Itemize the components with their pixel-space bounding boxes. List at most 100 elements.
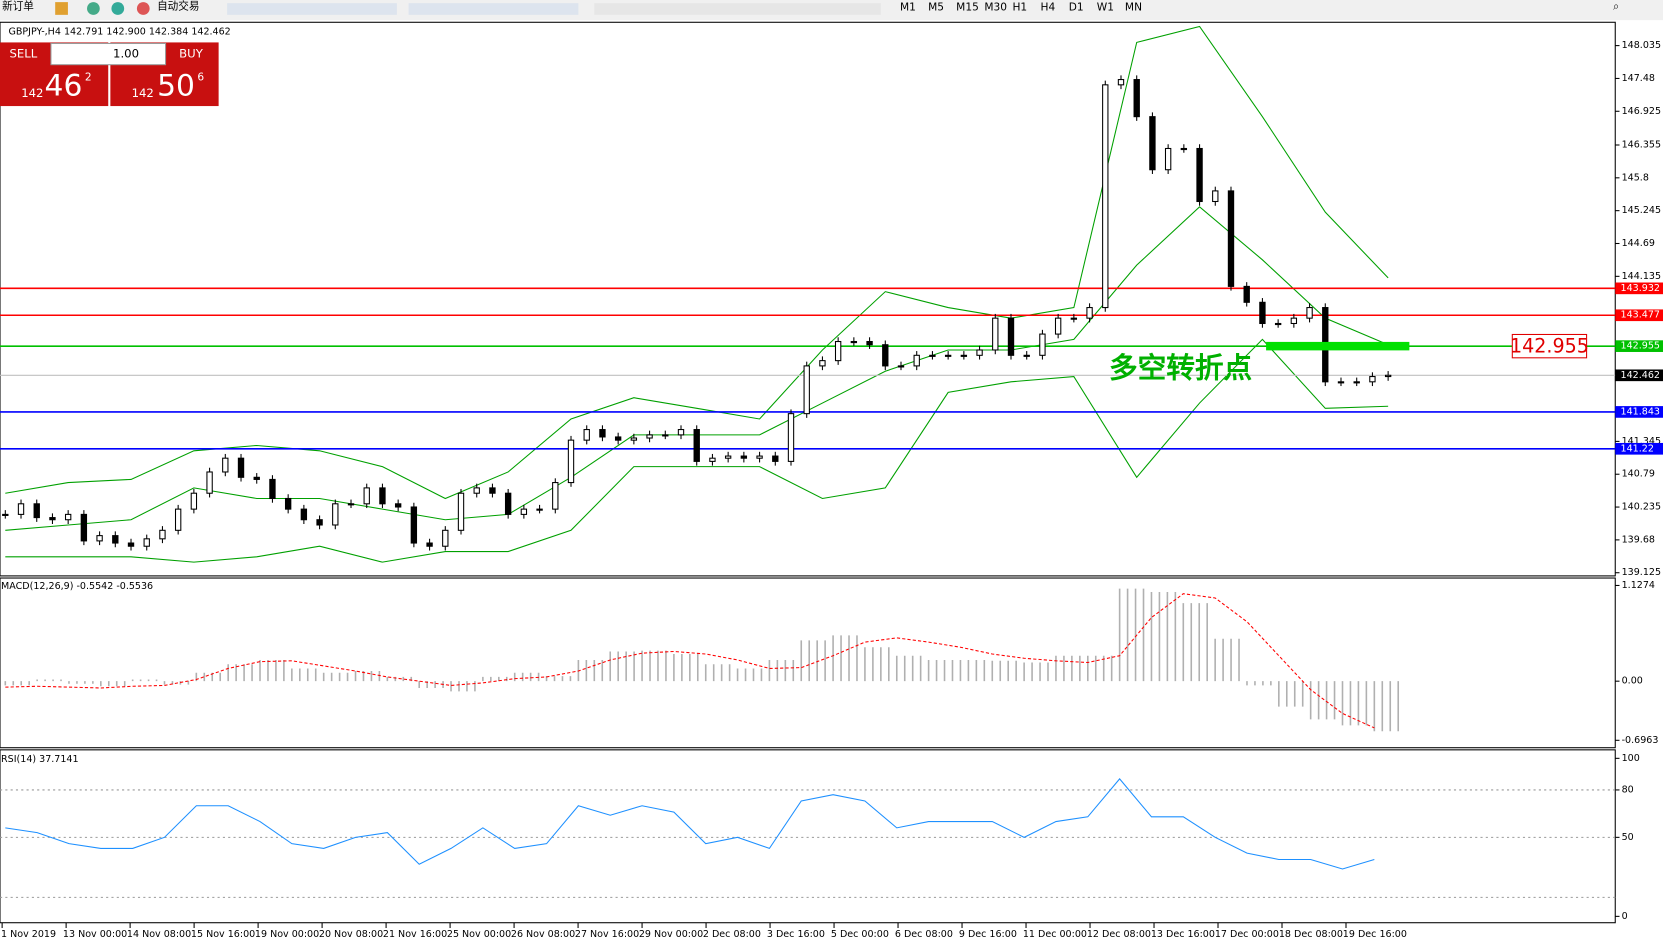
- search-icon[interactable]: ⌕: [1613, 0, 1619, 12]
- time-label: 26 Nov 08:00: [511, 929, 575, 940]
- candle: [1164, 147, 1172, 171]
- level-label-box: [1615, 309, 1663, 322]
- time-label: 2 Dec 08:00: [703, 929, 761, 940]
- candle: [1102, 84, 1109, 309]
- sell-button[interactable]: SELL: [9, 47, 37, 61]
- candle: [143, 538, 150, 547]
- y-tick-label: 148.035: [1622, 40, 1661, 51]
- icon[interactable]: [55, 2, 68, 15]
- timeframe[interactable]: MN: [1125, 1, 1142, 13]
- candle: [677, 429, 685, 436]
- candle: [614, 436, 622, 441]
- timeframe[interactable]: H1: [1012, 1, 1027, 13]
- timeframe[interactable]: W1: [1097, 1, 1114, 13]
- candle: [1054, 317, 1062, 335]
- time-label: 21 Nov 16:00: [383, 929, 447, 940]
- candle: [1039, 333, 1046, 356]
- y-tick-label: 140.79: [1622, 469, 1655, 480]
- auto-trading[interactable]: 自动交易: [157, 0, 199, 12]
- level-label-box: [1615, 442, 1663, 455]
- candle: [1306, 307, 1313, 319]
- time-label: 15 Nov 16:00: [191, 929, 255, 940]
- sell-big: 46: [45, 68, 83, 103]
- y-tick-label: 0: [1622, 911, 1628, 922]
- candle: [709, 457, 716, 462]
- candle: [536, 508, 543, 511]
- y-tick-label: 50: [1622, 832, 1634, 843]
- timeframe[interactable]: H4: [1041, 1, 1056, 13]
- main-frame: [0, 21, 1616, 577]
- time-label: 25 Nov 00:00: [447, 929, 511, 940]
- timeframe[interactable]: M15: [956, 1, 979, 13]
- candle: [269, 478, 276, 500]
- candle: [489, 487, 496, 494]
- buy-big: 50: [157, 68, 195, 103]
- time-label: 19 Nov 00:00: [255, 929, 319, 940]
- level-label: 141.843: [1621, 406, 1660, 417]
- time-label: 17 Dec 00:00: [1215, 929, 1279, 940]
- candle: [206, 471, 213, 494]
- auto-trading-icon[interactable]: [136, 2, 150, 15]
- candle: [237, 457, 245, 478]
- candle: [1227, 190, 1235, 287]
- candle: [159, 529, 166, 540]
- y-tick-label: 144.135: [1622, 271, 1661, 282]
- time-label: 27 Nov 16:00: [575, 929, 639, 940]
- turning-point-bar: [1266, 341, 1410, 351]
- time-label: 5 Dec 00:00: [831, 929, 889, 940]
- y-tick-label: 139.68: [1622, 534, 1655, 545]
- new-order[interactable]: 新订单: [2, 0, 34, 12]
- level-label-box: [1615, 282, 1663, 295]
- rsi-plot: [0, 778, 1616, 898]
- lot-box[interactable]: [50, 42, 167, 66]
- candle: [17, 503, 25, 515]
- candle: [1212, 190, 1219, 203]
- sell-sup: 2: [85, 71, 92, 83]
- candle: [2, 513, 9, 516]
- buy-button[interactable]: BUY: [179, 47, 204, 61]
- candle: [127, 542, 135, 547]
- timeframe[interactable]: M5: [928, 1, 944, 13]
- icon[interactable]: [87, 2, 100, 15]
- candle: [80, 513, 88, 542]
- candle: [1259, 301, 1266, 325]
- candle: [1243, 285, 1250, 303]
- candle: [316, 519, 323, 526]
- annotation: 多空转折点: [1109, 350, 1252, 384]
- candle: [284, 497, 292, 510]
- candle: [834, 340, 842, 362]
- price-plot: 多空转折点: [0, 25, 1616, 563]
- macd-frame: [0, 577, 1616, 749]
- candle: [772, 455, 779, 462]
- y-tick-label: 100: [1622, 753, 1640, 764]
- candle: [929, 354, 936, 357]
- time-label: 11 Dec 00:00: [1023, 929, 1087, 940]
- candle: [96, 535, 103, 542]
- candle: [332, 503, 339, 526]
- timeframe[interactable]: M30: [984, 1, 1007, 13]
- candle: [1133, 79, 1140, 118]
- lot-size[interactable]: 1.00: [113, 47, 139, 61]
- timeframe[interactable]: D1: [1069, 1, 1084, 13]
- y-tick-label: 140.235: [1622, 502, 1661, 513]
- tool-icons[interactable]: [594, 3, 881, 15]
- candle: [724, 455, 732, 459]
- candle: [693, 429, 700, 462]
- tool-icons[interactable]: [408, 3, 579, 15]
- candle: [363, 487, 370, 505]
- tool-icons[interactable]: [227, 3, 397, 15]
- candle: [426, 542, 433, 547]
- icon[interactable]: [111, 2, 125, 15]
- candle: [866, 340, 873, 346]
- y-tick-label: 145.8: [1622, 172, 1649, 183]
- time-label: 14 Nov 08:00: [127, 929, 191, 940]
- time-label: 1 Nov 2019: [1, 929, 56, 940]
- candle: [1070, 317, 1078, 320]
- timeframe[interactable]: M1: [900, 1, 916, 13]
- candle: [253, 476, 260, 480]
- candle: [1149, 116, 1156, 171]
- candle: [740, 455, 748, 459]
- candle: [583, 429, 590, 441]
- macd-label: MACD(12,26,9) -0.5542 -0.5536: [1, 581, 153, 592]
- sell-prefix: 142: [21, 86, 43, 100]
